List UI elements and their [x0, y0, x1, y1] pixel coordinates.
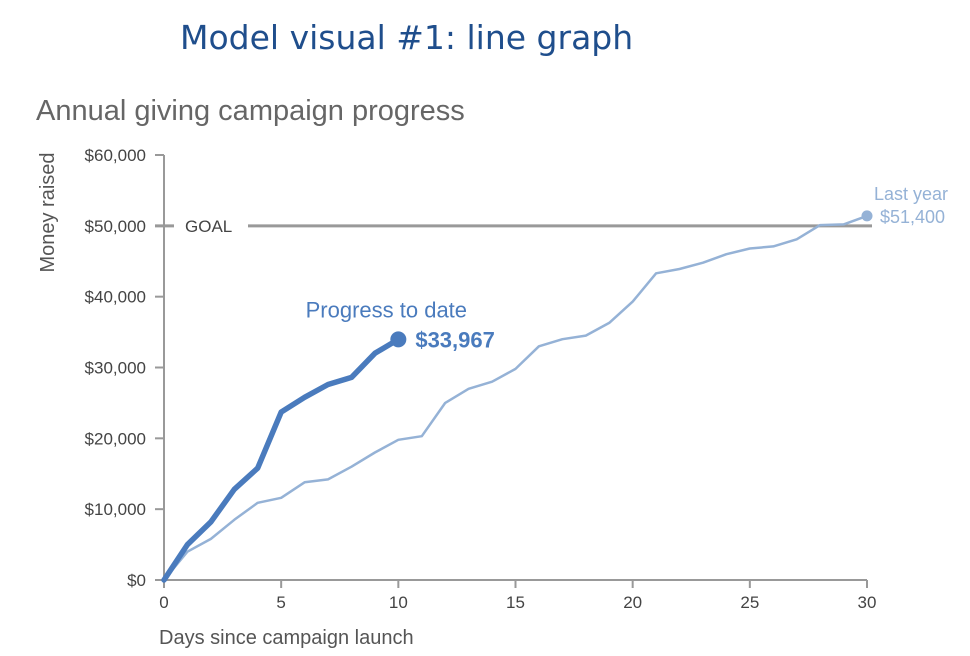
- series-value-last-year: $51,400: [880, 207, 945, 227]
- y-tick-label: $20,000: [85, 429, 146, 448]
- y-axis-label: Money raised: [37, 152, 59, 272]
- page-heading: Model visual #1: line graph: [180, 18, 634, 57]
- x-tick-label: 0: [159, 593, 168, 612]
- y-tick-label: $30,000: [85, 359, 146, 378]
- x-tick-label: 30: [858, 593, 877, 612]
- y-tick-label: $10,000: [85, 500, 146, 519]
- y-tick-label: $40,000: [85, 288, 146, 307]
- series-label-last-year: Last year: [874, 184, 948, 204]
- x-axis-label: Days since campaign launch: [159, 627, 414, 649]
- x-tick-label: 15: [506, 593, 525, 612]
- series-label-progress: Progress to date: [306, 297, 467, 322]
- x-tick-label: 25: [740, 593, 759, 612]
- series-endpoint-last-year: [861, 210, 873, 222]
- goal-label: GOAL: [185, 217, 232, 236]
- series-endpoint-progress: [390, 331, 407, 348]
- y-tick-label: $60,000: [85, 146, 146, 165]
- series-line-last-year: [163, 214, 868, 581]
- chart-title: Annual giving campaign progress: [36, 95, 465, 127]
- series-line-progress: [161, 336, 402, 583]
- series-value-progress: $33,967: [415, 327, 495, 352]
- x-tick-label: 10: [389, 593, 408, 612]
- x-tick-label: 5: [276, 593, 285, 612]
- y-axis-ticks: $0 $10,000 $20,000 $30,000 $40,000 $50,000 $60…: [85, 146, 164, 590]
- x-tick-label: 20: [623, 593, 642, 612]
- x-axis-ticks: 0 5 10 15 20 25 30: [159, 580, 876, 612]
- y-tick-label: $0: [127, 571, 146, 590]
- y-tick-label: $50,000: [85, 217, 146, 236]
